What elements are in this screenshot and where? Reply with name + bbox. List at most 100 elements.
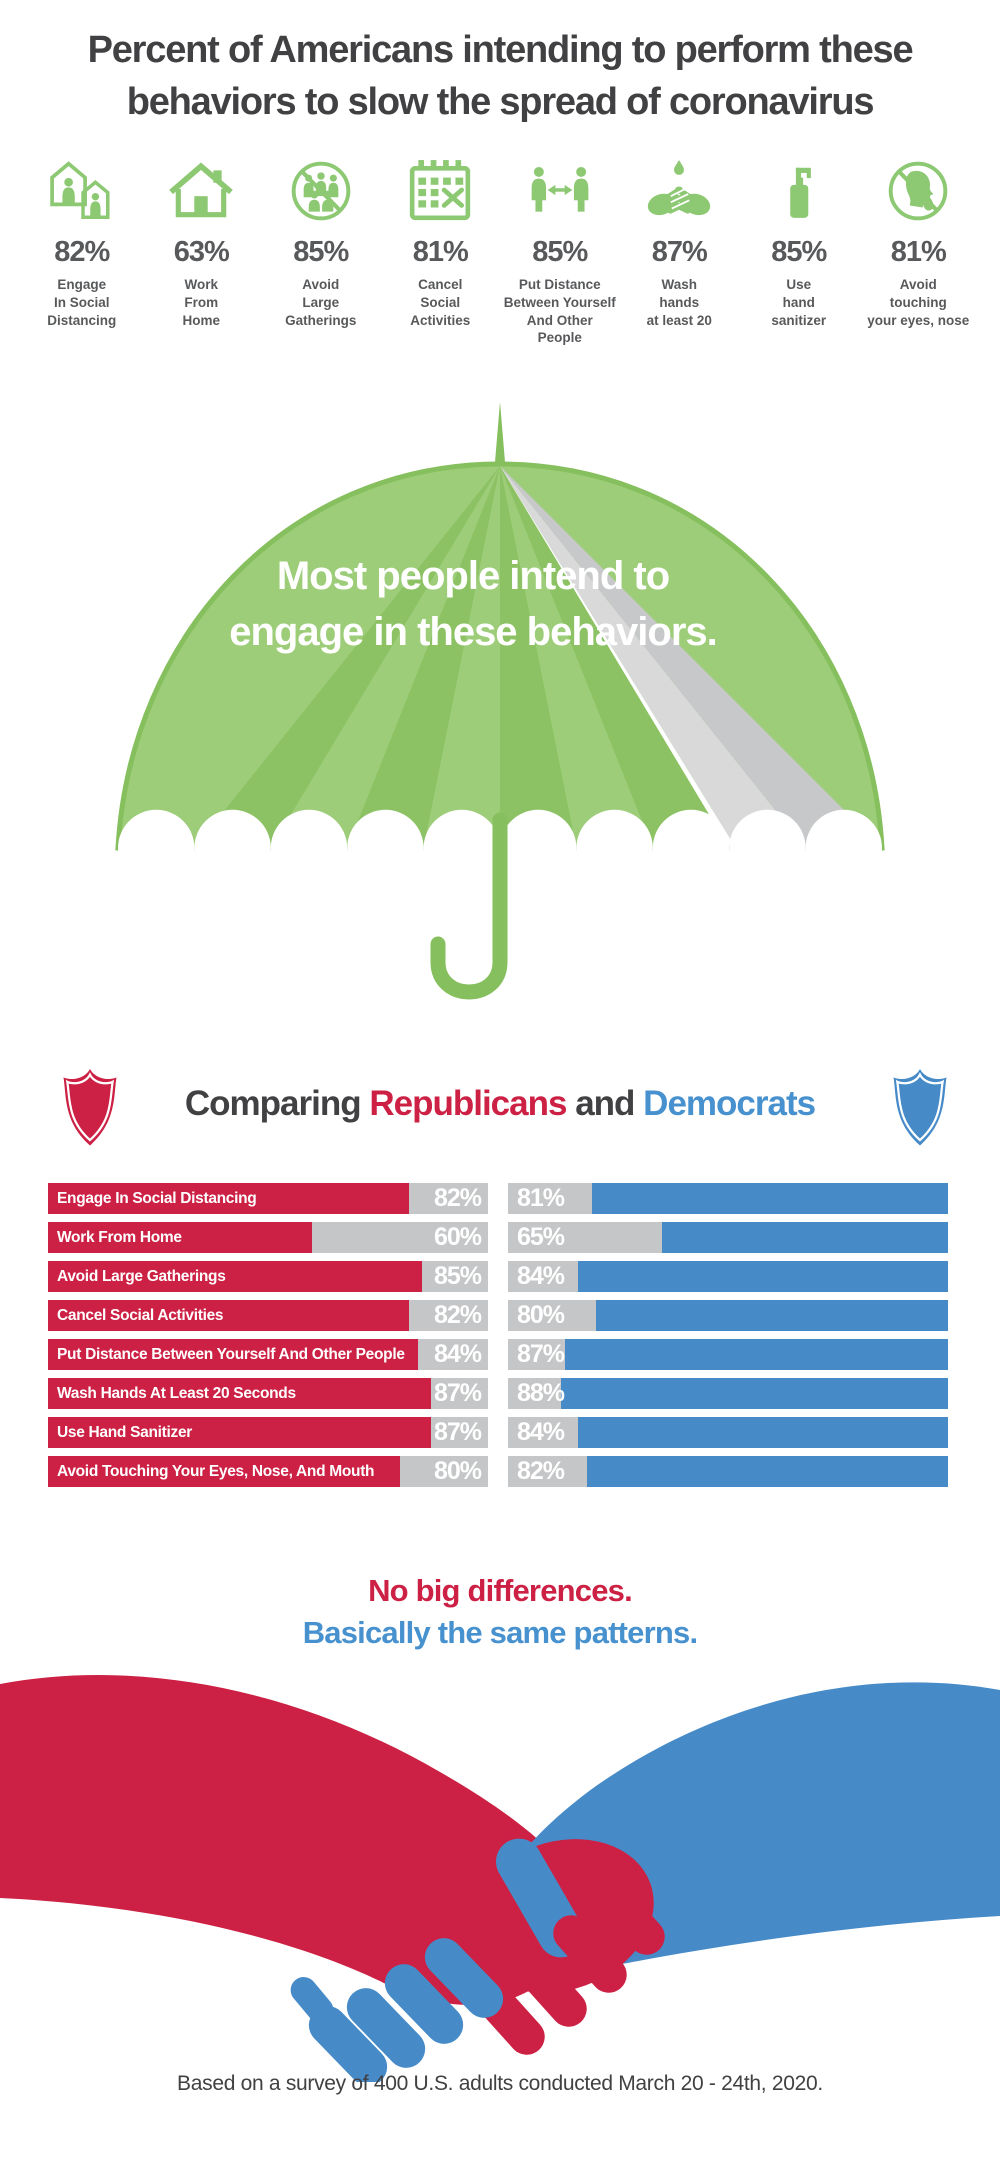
republican-bar-row: Use Hand Sanitizer 87% <box>48 1417 488 1448</box>
democrat-bar-fill <box>587 1456 948 1487</box>
democrat-bar-row: 82% <box>508 1456 948 1487</box>
republican-bar-label: Work From Home <box>57 1229 182 1246</box>
behavior-label: Use hand sanitizer <box>771 277 827 328</box>
behavior-percent: 82% <box>54 236 110 268</box>
comparison-title: Comparing Republicans and Democrats <box>0 1084 1000 1124</box>
avoid-touching-face-icon <box>859 156 979 224</box>
republican-bar-percent: 80% <box>433 1457 482 1485</box>
democrat-bar-row: 81% <box>508 1183 948 1214</box>
behavior-percent: 85% <box>293 236 349 268</box>
comparison-title-and: and <box>575 1084 635 1123</box>
republican-bar-row: Engage In Social Distancing 82% <box>48 1183 488 1214</box>
umbrella-scallops <box>118 809 882 887</box>
republican-bar-label: Wash Hands At Least 20 Seconds <box>57 1385 296 1402</box>
page-title-line2: behaviors to slow the spread of coronavi… <box>126 81 875 123</box>
democrat-bar-percent: 82% <box>517 1457 565 1485</box>
behavior-percent: 85% <box>532 236 588 268</box>
behavior-item: 82% Engage In Social Distancing <box>22 156 142 347</box>
comparison-header: Comparing Republicans and Democrats <box>0 1062 1000 1152</box>
umbrella-message-line2: engage in these behaviors. <box>229 610 718 654</box>
democrat-bar-fill <box>578 1261 948 1292</box>
republican-bar-percent: 84% <box>433 1340 482 1368</box>
social-distancing-houses-icon <box>22 156 142 224</box>
conclusion-text: No big differences. Basically the same p… <box>0 1570 1000 1654</box>
republican-bar-percent: 87% <box>433 1379 482 1407</box>
umbrella-rim <box>115 461 885 851</box>
republican-bar-row: Avoid Large Gatherings 85% <box>48 1261 488 1292</box>
umbrella-gray-panel-dark <box>500 466 882 848</box>
umbrella-message-line1: Most people intend to <box>276 554 670 598</box>
behavior-percent: 81% <box>890 236 947 268</box>
cancel-activities-icon <box>381 156 501 224</box>
behavior-label: Wash hands at least 20 <box>646 277 712 328</box>
republican-bar-label: Avoid Large Gatherings <box>57 1268 226 1285</box>
republican-bar-percent: 82% <box>433 1301 482 1329</box>
behavior-percent: 63% <box>173 236 230 268</box>
democrat-bar-fill <box>662 1222 948 1253</box>
republican-bar-label: Engage In Social Distancing <box>57 1190 257 1207</box>
republican-bar-fill <box>48 1183 409 1214</box>
behavior-label: Avoid Large Gatherings <box>285 277 357 328</box>
democrat-bar-percent: 84% <box>517 1262 565 1290</box>
wash-hands-icon <box>620 156 740 224</box>
democrat-bar-fill <box>591 1183 948 1214</box>
umbrella-graphic: Most people intend to engage in these be… <box>110 400 890 1028</box>
republican-bar-fill <box>48 1222 312 1253</box>
umbrella-spike <box>494 402 506 468</box>
red-arm <box>0 1675 581 2006</box>
conclusion-line2: Basically the same patterns. <box>302 1615 698 1650</box>
republican-bar-fill <box>48 1339 418 1370</box>
republican-bar-label: Use Hand Sanitizer <box>57 1424 193 1441</box>
comparison-title-part1: Comparing <box>184 1084 362 1123</box>
democrat-bar-fill <box>565 1339 948 1370</box>
behavior-summary-row: 82% Engage In Social Distancing 63% Work… <box>22 156 978 347</box>
republican-bar-fill <box>48 1378 431 1409</box>
handshake-graphic <box>0 1648 1000 2086</box>
democrat-bar-percent: 88% <box>517 1379 565 1407</box>
behavior-item: 63% Work From Home <box>142 156 262 347</box>
democrat-bar-row: 65% <box>508 1222 948 1253</box>
republican-bar-percent: 82% <box>433 1184 482 1212</box>
republican-bar-row: Wash Hands At Least 20 Seconds 87% <box>48 1378 488 1409</box>
behavior-item: 85% Avoid Large Gatherings <box>261 156 381 347</box>
umbrella-svg <box>115 402 885 1000</box>
behavior-label: Work From Home <box>182 277 220 328</box>
footer-note: Based on a survey of 400 U.S. adults con… <box>177 2072 823 2095</box>
behavior-percent: 85% <box>771 236 827 268</box>
blue-fingers <box>290 1938 504 2086</box>
avoid-gatherings-icon <box>261 156 381 224</box>
republican-bars: Engage In Social Distancing 82% Work Fro… <box>48 1183 488 1495</box>
behavior-label: Put Distance Between Yourself And Other … <box>503 277 616 346</box>
behavior-percent: 87% <box>651 236 708 268</box>
republican-bar-row: Work From Home 60% <box>48 1222 488 1253</box>
democrat-shield-icon <box>882 1068 958 1148</box>
work-from-home-icon <box>142 156 262 224</box>
umbrella-handle <box>430 812 508 1000</box>
republican-bar-fill <box>48 1456 400 1487</box>
democrat-bar-fill <box>596 1300 948 1331</box>
democrat-bar-row: 87% <box>508 1339 948 1370</box>
democrat-bar-row: 84% <box>508 1261 948 1292</box>
republican-bar-percent: 60% <box>433 1223 482 1251</box>
check-icon <box>168 538 226 596</box>
comparison-title-republicans: Republicans <box>369 1084 567 1123</box>
umbrella-message: Most people intend to engage in these be… <box>168 538 778 660</box>
behavior-item: 85% Put Distance Between Yourself And Ot… <box>500 156 620 347</box>
democrat-bars: 81% 65% 84% 80% 87% 88% 84% 82% <box>508 1183 948 1495</box>
democrat-bar-row: 80% <box>508 1300 948 1331</box>
behavior-item: 85% Use hand sanitizer <box>739 156 859 347</box>
comparison-title-democrats: Democrats <box>643 1084 816 1123</box>
democrat-bar-row: 84% <box>508 1417 948 1448</box>
page-title-line1: Percent of Americans intending to perfor… <box>87 29 914 71</box>
hand-sanitizer-icon <box>739 156 859 224</box>
republican-bar-row: Put Distance Between Yourself And Other … <box>48 1339 488 1370</box>
behavior-label: Engage In Social Distancing <box>47 277 117 328</box>
keep-distance-icon <box>500 156 620 224</box>
democrat-bar-fill <box>560 1378 948 1409</box>
handshake-svg <box>0 1675 1000 2086</box>
behavior-item: 81% Cancel Social Activities <box>381 156 501 347</box>
behavior-label: Avoid touching your eyes, nose <box>867 277 970 328</box>
republican-bar-percent: 85% <box>433 1262 482 1290</box>
republican-bar-fill <box>48 1300 409 1331</box>
